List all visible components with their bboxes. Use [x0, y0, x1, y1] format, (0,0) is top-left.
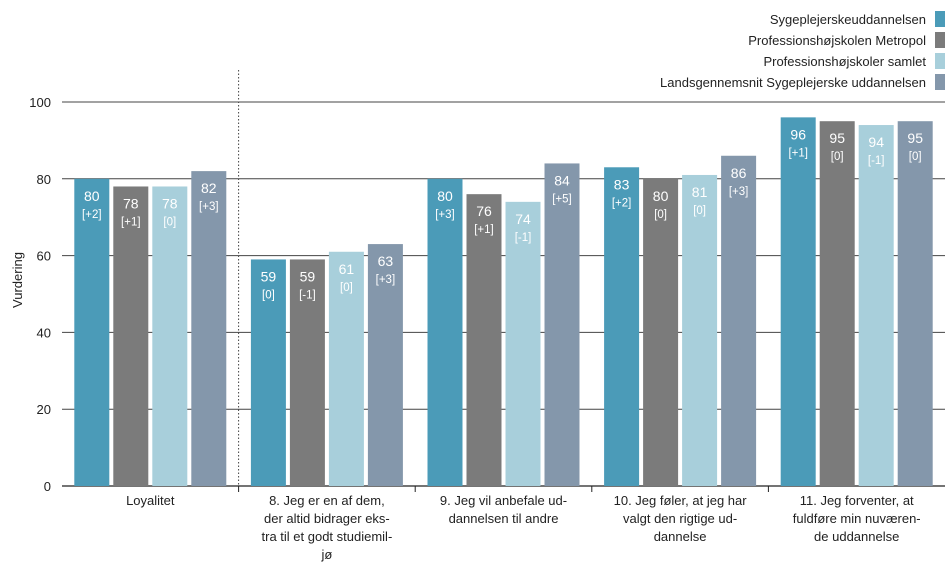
bar-value-label: 94	[868, 134, 884, 150]
bar-value-label: 96	[790, 126, 806, 142]
bar-value-label: 80	[437, 188, 453, 204]
bar-value-label: 59	[261, 268, 277, 284]
bar-value-label: 80	[653, 188, 669, 204]
x-category-label-line: dannelsen til andre	[449, 511, 559, 526]
x-category-label-line: 10. Jeg føler, at jeg har	[614, 493, 748, 508]
bar-delta-label: [0]	[340, 282, 353, 294]
bar	[367, 244, 403, 486]
bar	[780, 117, 816, 487]
bars: 80 [+2] 78 [+1] 78 [0] 82 [+3] 59 [0] 59 [-1] 61 [0] 6…	[74, 117, 933, 487]
legend: Sygeplejerskeuddannelsen Professionshøjsk…	[660, 11, 945, 90]
bar	[152, 186, 188, 487]
bar	[289, 259, 325, 486]
bar	[328, 251, 364, 486]
bar	[427, 178, 463, 487]
bar-value-label: 84	[554, 172, 570, 188]
legend-swatch	[935, 32, 945, 48]
bar-value-label: 81	[692, 184, 708, 200]
bar-value-label: 83	[614, 176, 630, 192]
x-category-label-line: dannelse	[654, 529, 707, 544]
bar-delta-label: [+5]	[552, 193, 572, 205]
bar	[643, 178, 679, 487]
bar	[604, 167, 640, 486]
x-category-label: 8. Jeg er en af dem, der altid bidrager e…	[262, 493, 393, 562]
y-axis-label: Vurdering	[10, 252, 25, 308]
bar	[897, 121, 933, 486]
legend-label: Landsgennemsnit Sygeplejerske uddannelse…	[660, 75, 926, 90]
x-category-label-line: tra til et godt studiemil-	[262, 529, 393, 544]
bar-value-label: 78	[162, 195, 178, 211]
bar	[250, 259, 286, 486]
bar-delta-label: [+3]	[435, 209, 455, 221]
bar	[113, 186, 149, 487]
bar	[544, 163, 580, 486]
x-axis: Loyalitet 8. Jeg er en af dem, der altid b…	[126, 486, 921, 562]
x-category-label-line: 8. Jeg er en af dem,	[269, 493, 385, 508]
bar	[819, 121, 855, 486]
bar-delta-label: [0]	[909, 151, 922, 163]
bar-delta-label: [0]	[262, 289, 275, 301]
legend-swatch	[935, 53, 945, 69]
bar-value-label: 78	[123, 195, 139, 211]
bar	[191, 171, 227, 486]
legend-swatch	[935, 11, 945, 27]
x-category-label-line: fuldføre min nuværen-	[793, 511, 921, 526]
bar	[74, 178, 110, 487]
bar-delta-label: [+1]	[474, 224, 494, 236]
bar-delta-label: [-1]	[515, 232, 532, 244]
bar	[721, 155, 757, 486]
bar-value-label: 86	[731, 165, 747, 181]
bar-value-label: 80	[84, 188, 100, 204]
x-category-label: 9. Jeg vil anbefale ud-dannelsen til and…	[440, 493, 567, 526]
y-tick-label: 100	[29, 95, 51, 110]
x-category-label-line: der altid bidrager eks-	[264, 511, 390, 526]
legend-label: Professionshøjskolen Metropol	[748, 33, 926, 48]
x-category-label-line: Loyalitet	[126, 493, 175, 508]
bar-value-label: 95	[907, 130, 923, 146]
bar-delta-label: [+3]	[199, 201, 219, 213]
bar	[858, 125, 894, 486]
bar-delta-label: [0]	[831, 151, 844, 163]
x-category-label-line: valgt den rigtige ud-	[623, 511, 737, 526]
bar-value-label: 59	[300, 268, 316, 284]
bar-delta-label: [+2]	[82, 209, 102, 221]
bar	[505, 201, 541, 486]
y-tick-label: 60	[37, 249, 51, 264]
bar-value-label: 63	[378, 253, 394, 269]
y-tick-label: 20	[37, 402, 51, 417]
bar-delta-label: [+3]	[729, 186, 749, 198]
x-category-label-line: 9. Jeg vil anbefale ud-	[440, 493, 567, 508]
bar-value-label: 74	[515, 211, 531, 227]
x-category-label-line: de uddannelse	[814, 529, 899, 544]
bar-delta-label: [+3]	[376, 274, 396, 286]
x-category-label: 10. Jeg føler, at jeg har valgt den rigti…	[614, 493, 748, 544]
x-category-label: Loyalitet	[126, 493, 175, 508]
y-tick-label: 40	[37, 325, 51, 340]
bar	[682, 174, 718, 486]
legend-swatch	[935, 74, 945, 90]
x-category-label: 11. Jeg forventer, at fuldføre min nuvære…	[793, 493, 921, 544]
bar-delta-label: [+1]	[788, 147, 808, 159]
bar-value-label: 82	[201, 180, 217, 196]
bar-delta-label: [+1]	[121, 216, 141, 228]
bar-value-label: 95	[829, 130, 845, 146]
legend-label: Professionshøjskoler samlet	[763, 54, 926, 69]
legend-label: Sygeplejerskeuddannelsen	[770, 12, 926, 27]
x-category-label-line: 11. Jeg forventer, at	[800, 493, 914, 508]
bar-delta-label: [-1]	[299, 289, 316, 301]
bar-value-label: 76	[476, 203, 492, 219]
bar	[466, 194, 502, 486]
bar-delta-label: [+2]	[612, 197, 632, 209]
y-tick-label: 0	[44, 479, 51, 494]
x-category-label-line: jø	[320, 547, 332, 562]
bar-delta-label: [0]	[693, 205, 706, 217]
y-tick-label: 80	[37, 172, 51, 187]
bar-value-label: 61	[339, 261, 355, 277]
bar-delta-label: [0]	[163, 216, 176, 228]
y-axis: 0 20 40 60 80 100	[29, 95, 51, 494]
bar-delta-label: [-1]	[868, 155, 885, 167]
bar-delta-label: [0]	[654, 209, 667, 221]
